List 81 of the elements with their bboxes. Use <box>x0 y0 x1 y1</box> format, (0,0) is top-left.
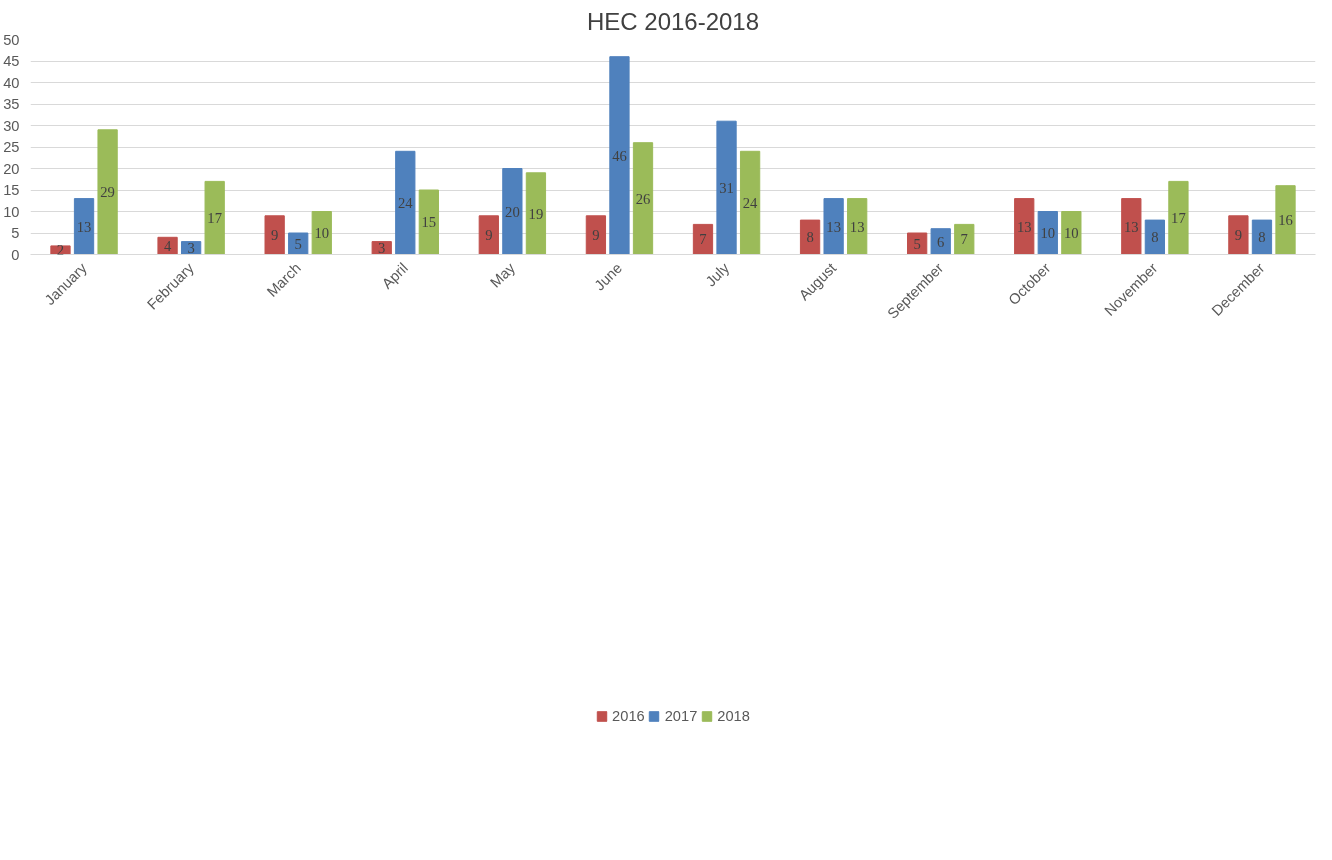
bar <box>1121 198 1142 255</box>
bar <box>823 198 844 255</box>
y-tick-label: 5 <box>11 225 20 241</box>
data-label: 7 <box>699 231 707 248</box>
bar <box>418 189 439 255</box>
data-label: 6 <box>937 233 945 250</box>
bar <box>716 120 737 255</box>
data-label: 9 <box>270 227 279 244</box>
bar <box>73 198 95 255</box>
data-label: 5 <box>294 235 302 252</box>
data-label: 46 <box>612 147 627 164</box>
bar <box>1251 219 1273 255</box>
data-label: 16 <box>1278 212 1293 229</box>
data-label: 10 <box>1064 225 1079 241</box>
bar <box>502 168 523 255</box>
data-label: 13 <box>849 218 865 235</box>
data-label: 29 <box>100 184 115 201</box>
bar <box>1061 211 1082 255</box>
bar <box>847 198 868 255</box>
bar <box>478 215 499 255</box>
data-label: 9 <box>485 227 493 244</box>
data-label: 10 <box>1040 225 1056 241</box>
data-label: 9 <box>1234 227 1243 244</box>
bar <box>204 180 225 255</box>
bar <box>585 215 607 255</box>
y-tick-label: 50 <box>3 31 20 48</box>
bar <box>97 129 118 255</box>
data-label: 4 <box>163 237 172 254</box>
data-label: 8 <box>1151 229 1159 246</box>
data-label: 24 <box>397 194 414 211</box>
bar <box>692 223 714 255</box>
legend-label: 2018 <box>717 708 750 724</box>
y-tick-label: 35 <box>3 96 20 112</box>
data-label: 3 <box>187 240 195 257</box>
x-tick-label: July <box>702 259 733 290</box>
data-label: 20 <box>505 203 520 220</box>
bar <box>1014 198 1035 255</box>
data-label: 17 <box>207 209 223 226</box>
data-label: 10 <box>314 225 330 241</box>
data-label: 8 <box>1258 229 1266 246</box>
y-tick-label: 25 <box>3 139 20 155</box>
data-label: 9 <box>592 227 600 244</box>
data-label: 19 <box>528 205 544 222</box>
data-label: 7 <box>960 231 968 248</box>
data-label: 13 <box>76 218 92 235</box>
y-tick-label: 40 <box>3 74 20 91</box>
bar <box>609 56 630 255</box>
data-label: 13 <box>1016 218 1032 235</box>
data-label: 5 <box>913 235 921 252</box>
bar <box>799 219 821 255</box>
y-tick-label: 45 <box>3 53 20 69</box>
bar <box>1228 215 1249 255</box>
data-label: 24 <box>742 194 759 211</box>
bar <box>525 172 547 255</box>
data-label: 13 <box>826 218 841 235</box>
bar <box>1144 219 1166 255</box>
y-tick-label: 30 <box>3 117 20 134</box>
data-label: 15 <box>421 214 437 231</box>
bar <box>264 215 285 255</box>
data-label: 13 <box>1123 218 1139 235</box>
bar <box>632 142 654 255</box>
data-label: 26 <box>635 190 651 207</box>
y-tick-label: 10 <box>3 203 20 220</box>
bar <box>157 236 178 255</box>
bar <box>395 150 416 255</box>
chart-title: HEC 2016-2018 <box>586 7 760 35</box>
data-label: 8 <box>806 229 814 246</box>
y-tick-label: 0 <box>11 246 20 263</box>
legend-label: 2017 <box>664 708 698 724</box>
y-tick-label: 15 <box>3 182 20 198</box>
y-tick-label: 20 <box>3 160 20 177</box>
data-label: 17 <box>1171 209 1186 226</box>
bar <box>311 211 332 255</box>
bar <box>954 223 975 255</box>
bar <box>739 150 761 255</box>
bar <box>1275 185 1296 255</box>
bar <box>930 228 951 255</box>
legend-label: 2016 <box>612 708 645 724</box>
bar <box>1168 180 1189 255</box>
data-label: 3 <box>378 240 386 257</box>
data-label: 31 <box>719 179 734 196</box>
